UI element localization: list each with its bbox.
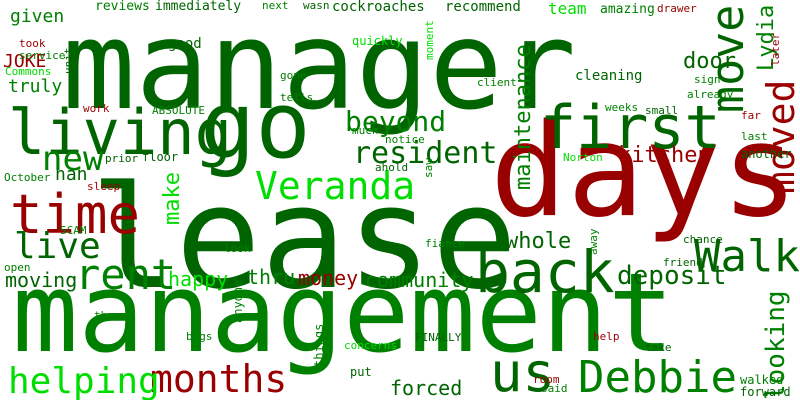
- word-small: small: [645, 104, 679, 117]
- word-bugs: bugs: [186, 330, 213, 343]
- word-saw: saw: [422, 158, 435, 178]
- word-help: help: [593, 330, 620, 343]
- word-management: management: [12, 249, 675, 377]
- word-walk: Walk: [694, 231, 800, 282]
- word-put: put: [350, 365, 372, 379]
- word-unit: unit: [62, 47, 75, 75]
- word-client: client: [477, 76, 517, 89]
- word-floor: floor: [142, 150, 179, 164]
- word-forced: forced: [390, 376, 463, 400]
- word-quickly: quickly: [352, 34, 403, 48]
- word-debbie: Debbie: [578, 352, 737, 400]
- word-room: room: [533, 373, 560, 386]
- word-october: October: [4, 171, 51, 184]
- word-said: said: [541, 382, 568, 395]
- word-moved: moved: [759, 79, 800, 194]
- word-take: take: [645, 341, 672, 354]
- word-friend: friend: [663, 256, 703, 269]
- word-rent: rent: [75, 250, 177, 299]
- word-prior: prior: [105, 152, 139, 165]
- word-scam: SCAM: [60, 224, 87, 237]
- word-go: go: [200, 72, 311, 179]
- word-make: make: [160, 172, 185, 225]
- word-community: community: [365, 268, 474, 292]
- word-next: next: [262, 0, 289, 12]
- word-truly: truly: [8, 76, 63, 97]
- word-tells: tells: [280, 91, 314, 104]
- word-open: open: [4, 261, 31, 274]
- word-sign: sign: [694, 73, 721, 86]
- word-commons: Commons: [5, 65, 52, 78]
- word-cockroaches: cockroaches: [332, 0, 425, 15]
- word-amazing: amazing: [600, 2, 655, 17]
- word-norton: Norton: [563, 151, 603, 164]
- word-back: back: [475, 238, 615, 306]
- word-maintenance: maintenance: [511, 44, 536, 190]
- word-chance: chance: [683, 233, 723, 246]
- word-joke: JOKE: [3, 51, 47, 72]
- word-happy: happy: [168, 267, 229, 291]
- word-three: three: [94, 309, 128, 322]
- word-veranda: Veranda: [255, 164, 416, 208]
- word-anyone: anyone: [231, 279, 245, 323]
- word-much: much: [352, 124, 379, 137]
- word-living: living: [8, 96, 232, 169]
- word-reviews: reviews: [95, 0, 150, 14]
- word-later: later: [769, 32, 782, 66]
- word-away: away: [587, 228, 600, 256]
- word-whole: whole: [505, 229, 572, 254]
- word-moving: moving: [5, 268, 78, 292]
- word-money: money: [298, 266, 359, 290]
- word-gone: gone: [280, 69, 307, 82]
- word-last: last: [741, 130, 768, 143]
- word-kitchen: kitchen: [618, 143, 711, 168]
- word-new: new: [42, 139, 104, 179]
- word-already: already: [687, 88, 734, 101]
- word-recommend: recommend: [445, 0, 521, 15]
- word-service: service: [19, 49, 66, 62]
- word-drawer: drawer: [657, 2, 697, 15]
- word-took: took: [19, 37, 46, 50]
- word-lease: lease: [90, 156, 518, 321]
- word-manager: manager: [62, 0, 577, 137]
- word-first: first: [540, 93, 721, 163]
- word-finally: FINALLY: [415, 331, 462, 344]
- word-forward: forward: [740, 385, 791, 399]
- word-good: good: [168, 36, 202, 52]
- word-given: given: [10, 6, 65, 27]
- word-days: days: [490, 97, 799, 246]
- word-cleaning: cleaning: [575, 68, 643, 84]
- word-immediately: immediately: [155, 0, 242, 14]
- word-things: things: [312, 323, 326, 367]
- word-months: months: [150, 357, 288, 400]
- word-notice: notice: [385, 133, 425, 146]
- word-deposit: deposit: [617, 261, 727, 291]
- word-thru: thru: [247, 265, 296, 289]
- word-work: work: [83, 102, 110, 115]
- word-walked: walked: [740, 373, 784, 387]
- word-nan: nan: [55, 164, 88, 185]
- word-another: another: [741, 147, 792, 161]
- word-moment: moment: [423, 20, 436, 60]
- word-helping: helping: [8, 361, 160, 400]
- word-absolute: ABSOLUTE: [152, 104, 205, 117]
- word-weeks: weeks: [605, 101, 639, 114]
- word-far: far: [741, 109, 761, 122]
- word-fiance: fiance: [425, 237, 465, 250]
- word-look: look: [224, 242, 251, 255]
- word-concerns: concerns: [344, 339, 397, 352]
- word-beyond: beyond: [345, 105, 447, 138]
- word-us: us: [490, 341, 556, 400]
- word-wasn: wasn: [303, 0, 330, 12]
- word-sleep: sleep: [87, 180, 121, 193]
- word-door: door: [683, 49, 736, 74]
- word-time: time: [10, 183, 141, 246]
- word-live: live: [14, 226, 101, 267]
- word-team: team: [548, 0, 587, 18]
- word-ahold: ahold: [375, 161, 409, 174]
- word-resident: resident: [353, 136, 498, 171]
